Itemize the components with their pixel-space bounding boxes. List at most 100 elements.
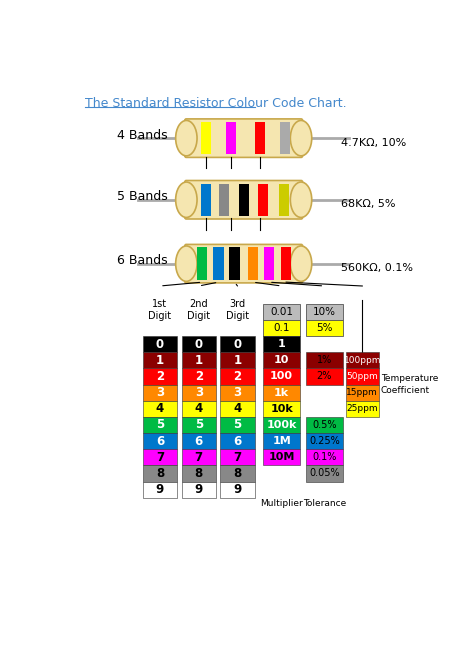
Text: 2: 2	[195, 370, 203, 383]
Text: 3: 3	[156, 386, 164, 399]
Text: 1: 1	[278, 339, 285, 349]
Bar	[220, 466, 255, 482]
Bar	[220, 352, 255, 368]
Text: 10%: 10%	[313, 307, 336, 317]
Bar	[143, 385, 177, 401]
Text: 25ppm: 25ppm	[346, 404, 378, 413]
Text: 4: 4	[233, 402, 242, 415]
Text: Multiplier: Multiplier	[260, 499, 303, 509]
Bar	[306, 369, 343, 385]
Bar	[306, 449, 343, 466]
FancyBboxPatch shape	[185, 119, 302, 157]
Bar	[213, 247, 224, 280]
Text: 6: 6	[233, 435, 242, 448]
Text: 10: 10	[274, 355, 289, 365]
Text: 3rd
Digit: 3rd Digit	[226, 299, 249, 321]
Bar	[143, 401, 177, 417]
Text: 1: 1	[156, 354, 164, 366]
Bar	[279, 184, 289, 216]
Bar	[182, 466, 216, 482]
Bar	[346, 369, 379, 385]
Bar	[220, 417, 255, 433]
Text: 0: 0	[195, 338, 203, 350]
Bar	[248, 247, 258, 280]
Bar	[143, 417, 177, 433]
Text: 560KΩ, 0.1%: 560KΩ, 0.1%	[341, 263, 413, 273]
Bar	[143, 466, 177, 482]
Bar	[182, 385, 216, 401]
Text: 2: 2	[233, 370, 242, 383]
Bar	[263, 433, 300, 449]
Text: 4 Bands: 4 Bands	[118, 129, 168, 141]
Bar	[197, 247, 208, 280]
Text: 2: 2	[156, 370, 164, 383]
Text: 10M: 10M	[268, 452, 295, 462]
Text: 5: 5	[195, 419, 203, 431]
Text: 15ppm: 15ppm	[346, 388, 378, 397]
Text: 10k: 10k	[270, 404, 293, 414]
Text: 5%: 5%	[316, 323, 333, 333]
Bar	[258, 184, 268, 216]
Text: 1: 1	[233, 354, 242, 366]
Bar	[182, 336, 216, 352]
Bar	[220, 482, 255, 498]
Bar	[306, 304, 343, 320]
Bar	[182, 369, 216, 385]
Bar	[143, 369, 177, 385]
Bar	[220, 449, 255, 466]
Text: 6: 6	[156, 435, 164, 448]
Text: 1: 1	[195, 354, 203, 366]
Text: 1st
Digit: 1st Digit	[148, 299, 172, 321]
Text: 4: 4	[195, 402, 203, 415]
Text: 2nd
Digit: 2nd Digit	[187, 299, 210, 321]
Text: 68KΩ, 5%: 68KΩ, 5%	[341, 200, 396, 209]
Bar	[263, 304, 300, 320]
Text: 4.7KΩ, 10%: 4.7KΩ, 10%	[341, 138, 407, 148]
Text: The Standard Resistor Colour Code Chart.: The Standard Resistor Colour Code Chart.	[85, 97, 346, 111]
Text: 100k: 100k	[266, 420, 297, 430]
Bar	[306, 417, 343, 433]
Text: 9: 9	[233, 483, 242, 496]
Bar	[346, 352, 379, 368]
Text: 0: 0	[156, 338, 164, 350]
Bar	[201, 184, 211, 216]
Bar	[280, 122, 290, 154]
Bar	[306, 433, 343, 449]
Text: 1%: 1%	[317, 355, 332, 365]
Bar	[306, 352, 343, 368]
Text: 7: 7	[156, 451, 164, 464]
Text: 5: 5	[233, 419, 242, 431]
Bar	[182, 417, 216, 433]
FancyBboxPatch shape	[185, 180, 302, 219]
Bar	[263, 385, 300, 401]
Bar	[238, 184, 249, 216]
Text: 0.1%: 0.1%	[312, 452, 337, 462]
Bar	[255, 122, 265, 154]
Bar	[219, 184, 229, 216]
Text: 6 Bands: 6 Bands	[118, 254, 168, 267]
Ellipse shape	[176, 246, 197, 281]
Text: 3: 3	[233, 386, 242, 399]
Bar	[182, 482, 216, 498]
Bar	[182, 433, 216, 449]
Bar	[263, 449, 300, 466]
Bar	[281, 247, 291, 280]
Bar	[143, 482, 177, 498]
Bar	[182, 449, 216, 466]
Bar	[143, 433, 177, 449]
Bar	[263, 352, 300, 368]
Bar	[143, 352, 177, 368]
Bar	[346, 401, 379, 417]
Text: 50ppm: 50ppm	[346, 372, 378, 381]
Bar	[182, 401, 216, 417]
Ellipse shape	[291, 121, 312, 156]
Text: 0: 0	[233, 338, 242, 350]
Bar	[201, 122, 211, 154]
Bar	[220, 433, 255, 449]
Text: 8: 8	[233, 467, 242, 480]
Bar	[263, 320, 300, 336]
Ellipse shape	[176, 121, 197, 156]
Text: 3: 3	[195, 386, 203, 399]
Text: 7: 7	[233, 451, 242, 464]
Text: 0.01: 0.01	[270, 307, 293, 317]
